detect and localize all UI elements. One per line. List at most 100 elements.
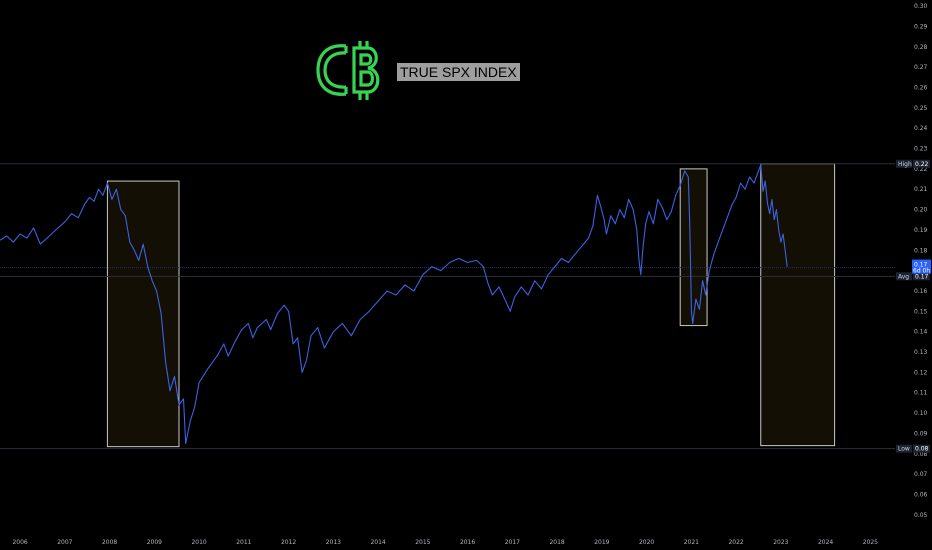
x-tick-label: 2008 — [102, 539, 117, 546]
data-point-47 — [256, 327, 258, 329]
data-point-38 — [198, 382, 200, 383]
data-point-138 — [749, 176, 750, 178]
data-point-10 — [71, 213, 72, 215]
y-tick-label: 0.26 — [914, 84, 928, 91]
x-tick-label: 2019 — [594, 539, 609, 546]
highlight-boxes — [106, 163, 836, 448]
data-point-142 — [762, 190, 764, 192]
data-point-117 — [675, 194, 677, 196]
data-point-3 — [19, 233, 21, 235]
data-point-81 — [505, 300, 507, 302]
x-axis[interactable]: 2006 2007 2008 2009 2010 2011 2012 2013 2014 2015… — [12, 539, 878, 546]
data-point-90 — [561, 258, 563, 259]
y-tick-label: 0.21 — [914, 186, 928, 193]
data-point-51 — [283, 304, 285, 306]
data-point-36 — [189, 420, 191, 422]
data-point-68 — [404, 284, 406, 286]
data-point-29 — [160, 312, 162, 314]
data-point-25 — [142, 243, 144, 245]
x-tick-label: 2025 — [863, 539, 878, 546]
badge-low-label-bg — [896, 444, 912, 453]
data-point-119 — [684, 170, 686, 172]
x-tick-label: 2020 — [639, 539, 654, 546]
badge-low-value-bg — [913, 444, 930, 453]
data-point-67 — [395, 294, 397, 296]
data-point-131 — [717, 241, 719, 243]
x-tick-label: 2014 — [370, 539, 385, 546]
y-tick-label: 0.24 — [914, 125, 928, 132]
data-point-118 — [679, 184, 681, 186]
data-point-129 — [708, 270, 710, 272]
y-tick-label: 0.05 — [914, 512, 928, 519]
data-point-151 — [782, 233, 784, 235]
data-point-128 — [705, 294, 707, 296]
data-point-40 — [216, 355, 218, 357]
data-point-24 — [138, 260, 140, 261]
data-point-99 — [605, 233, 607, 235]
data-point-91 — [567, 262, 569, 263]
x-tick-label: 2018 — [549, 539, 564, 546]
data-point-144 — [767, 203, 768, 204]
data-point-127 — [702, 280, 703, 282]
data-point-30 — [165, 361, 166, 363]
y-tick-label: 0.12 — [914, 369, 928, 376]
badge-avg-value-bg — [913, 272, 930, 281]
data-point-108 — [640, 274, 642, 276]
data-point-58 — [317, 327, 319, 329]
data-point-48 — [265, 319, 267, 320]
data-point-134 — [731, 205, 733, 206]
data-point-145 — [769, 213, 771, 215]
data-point-83 — [514, 296, 516, 298]
data-point-9 — [64, 221, 66, 223]
y-tick-label: 0.19 — [914, 227, 928, 234]
data-point-49 — [270, 329, 272, 331]
y-tick-label: 0.10 — [914, 410, 928, 417]
data-point-80 — [498, 286, 500, 288]
data-point-122 — [690, 260, 691, 261]
y-tick-label: 0.29 — [914, 23, 928, 30]
y-tick-label: 0.15 — [914, 308, 928, 315]
y-tick-label: 0.16 — [914, 288, 928, 295]
data-point-109 — [642, 245, 644, 247]
data-point-20 — [120, 209, 122, 210]
y-tick-label: 0.18 — [914, 247, 928, 254]
data-point-130 — [713, 253, 715, 255]
data-point-100 — [610, 215, 612, 217]
data-point-124 — [692, 323, 694, 324]
data-point-74 — [458, 258, 460, 259]
data-point-14 — [93, 201, 95, 202]
data-point-11 — [77, 217, 79, 219]
data-point-53 — [292, 343, 294, 345]
y-tick-label: 0.23 — [914, 146, 928, 153]
data-point-59 — [324, 347, 325, 349]
badge-high-value: 0.22 — [915, 161, 929, 168]
data-point-115 — [666, 219, 668, 221]
data-point-7 — [46, 237, 48, 239]
data-point-112 — [652, 223, 654, 225]
badge-high-value-bg — [913, 159, 930, 168]
data-point-63 — [359, 319, 361, 320]
data-point-140 — [758, 170, 759, 172]
data-point-56 — [306, 359, 307, 361]
data-point-31 — [169, 390, 171, 392]
y-tick-label: 0.25 — [914, 105, 928, 112]
y-tick-label: 0.14 — [914, 329, 928, 336]
data-point-37 — [194, 406, 196, 408]
data-point-70 — [422, 274, 424, 276]
data-point-72 — [440, 270, 442, 272]
data-point-2 — [13, 241, 14, 243]
data-point-32 — [174, 376, 175, 377]
x-tick-label: 2017 — [505, 539, 520, 546]
data-point-33 — [178, 404, 180, 406]
data-point-60 — [332, 331, 334, 333]
y-tick-label: 0.27 — [914, 64, 928, 71]
data-point-5 — [33, 227, 34, 229]
data-point-75 — [467, 262, 469, 263]
chart-title: TRUE SPX INDEX — [397, 63, 520, 81]
data-point-54 — [297, 337, 298, 339]
data-point-98 — [603, 219, 605, 221]
y-tick-label: 0.20 — [914, 207, 928, 214]
data-point-123 — [690, 310, 692, 312]
data-point-35 — [185, 443, 187, 444]
data-point-135 — [735, 196, 737, 198]
